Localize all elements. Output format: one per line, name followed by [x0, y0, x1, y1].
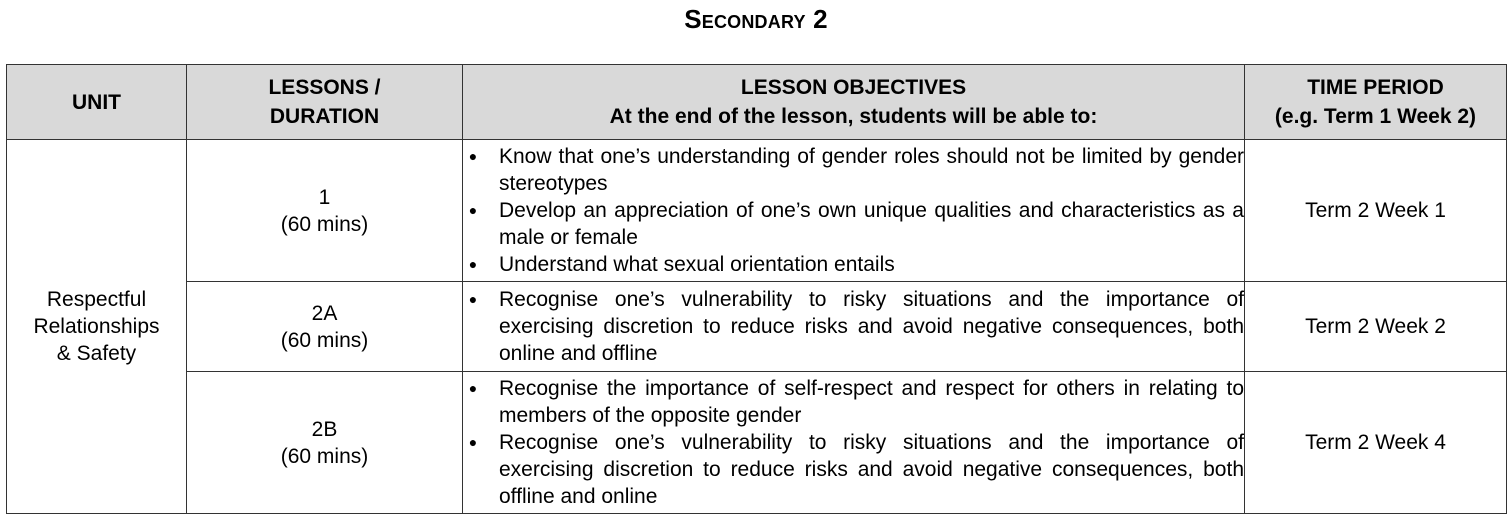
unit-line: Respectful: [46, 288, 147, 311]
header-objectives-line1: LESSON OBJECTIVES: [740, 76, 967, 99]
lesson-number: 2B: [311, 417, 338, 441]
objective-item: ● Recognise one’s vulnerability to risky …: [468, 431, 1244, 508]
bullet-icon: ●: [468, 202, 478, 218]
lesson-duration: (60 mins): [280, 328, 369, 352]
table-row: 2A (60 mins) ● Recognise one’s vulnerabil…: [7, 281, 1507, 372]
lesson-number: 1: [318, 185, 331, 209]
bullet-icon: ●: [468, 380, 478, 396]
lesson-cell: 2A (60 mins): [186, 281, 463, 372]
bullet-icon: ●: [468, 434, 478, 450]
header-unit: UNIT: [6, 64, 187, 140]
header-lesson-objectives: LESSON OBJECTIVES At the end of the less…: [462, 64, 1245, 140]
objectives-cell: ● Recognise the importance of self-respec…: [462, 371, 1245, 514]
time-period-cell: Term 2 Week 4: [1244, 371, 1507, 514]
time-period-cell: Term 2 Week 1: [1244, 139, 1507, 282]
table-row: Respectful Relationships & Safety 1 (60 …: [6, 139, 1507, 514]
unit-line: & Safety: [56, 342, 137, 365]
objective-item: ● Know that one’s understanding of gender…: [468, 145, 1244, 195]
objective-item: ● Recognise one’s vulnerability to risky …: [468, 288, 1244, 365]
bullet-icon: ●: [468, 148, 478, 164]
time-period-text: Term 2 Week 2: [1305, 315, 1446, 338]
unit-cell: Respectful Relationships & Safety: [6, 139, 187, 514]
time-period-text: Term 2 Week 1: [1305, 199, 1446, 222]
lesson-number: 2A: [311, 301, 338, 325]
objectives-list: ● Recognise the importance of self-respec…: [463, 375, 1244, 510]
bullet-icon: ●: [468, 291, 478, 307]
header-lessons-line1: LESSONS /: [268, 76, 381, 99]
objectives-cell: ● Recognise one’s vulnerability to risky …: [462, 281, 1245, 372]
table-header-row: UNIT LESSONS / DURATION LESSON OBJECTIVE…: [6, 64, 1507, 140]
lesson-duration: (60 mins): [280, 212, 369, 236]
objectives-cell: ● Know that one’s understanding of gender…: [462, 139, 1245, 282]
unit-line: Relationships: [33, 315, 160, 338]
lesson-cell: 1 (60 mins): [186, 139, 463, 282]
header-period-line2: (e.g. Term 1 Week 2): [1274, 105, 1477, 128]
time-period-cell: Term 2 Week 2: [1244, 281, 1507, 372]
objective-item: ● Understand what sexual orientation enta…: [468, 253, 895, 276]
objectives-list: ● Recognise one’s vulnerability to risky …: [463, 286, 1244, 367]
lesson-cell: 2B (60 mins): [186, 371, 463, 514]
header-period-line1: TIME PERIOD: [1307, 76, 1444, 99]
header-lessons-duration: LESSONS / DURATION: [186, 64, 463, 140]
objective-item: ● Develop an appreciation of one’s own un…: [468, 199, 1244, 249]
lesson-duration: (60 mins): [280, 444, 369, 468]
page-title: Secondary 2: [684, 4, 828, 34]
bullet-icon: ●: [468, 256, 478, 272]
time-period-text: Term 2 Week 4: [1305, 431, 1446, 454]
header-lessons-line2: DURATION: [269, 105, 380, 128]
objective-item: ● Recognise the importance of self-respec…: [468, 377, 1244, 427]
header-objectives-line2: At the end of the lesson, students will …: [609, 105, 1098, 128]
header-time-period: TIME PERIOD (e.g. Term 1 Week 2): [1244, 64, 1507, 140]
table-row: 2B (60 mins) ● Recognise the importance o…: [7, 371, 1507, 514]
lesson-plan-table: UNIT LESSONS / DURATION LESSON OBJECTIVE…: [6, 64, 1507, 514]
objectives-list: ● Know that one’s understanding of gender…: [463, 143, 1244, 278]
